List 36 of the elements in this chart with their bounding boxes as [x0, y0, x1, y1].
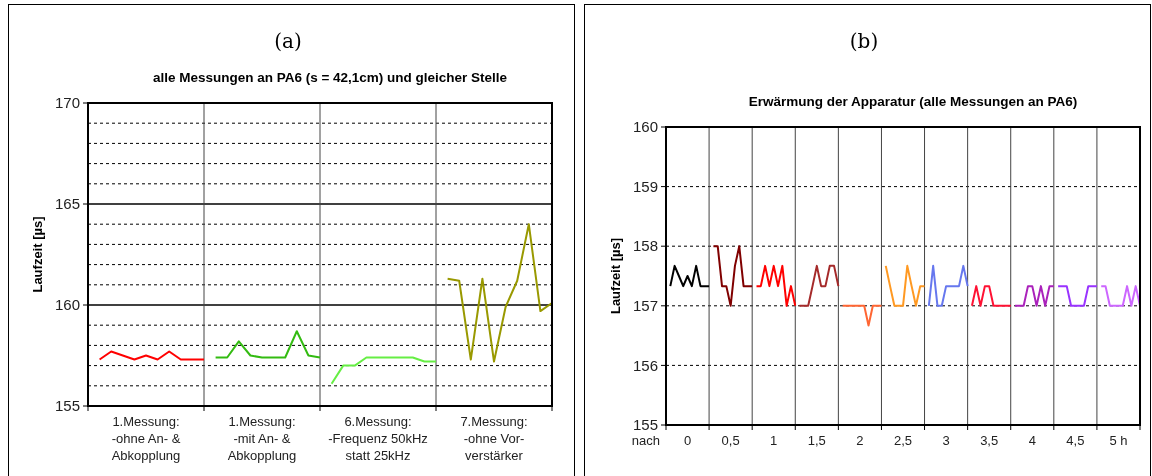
y-axis-title: Laufzeit [µs] — [608, 237, 623, 315]
y-tick-label: 170 — [54, 94, 80, 112]
x-tick-label: 4,5 — [1066, 433, 1085, 448]
text: (b) — [849, 29, 879, 53]
x-tick-label: 6.Messung: -Frequenz 50kHz statt 25kHz — [328, 414, 428, 463]
x-tick-label: 2 — [856, 433, 864, 448]
line-series — [712, 245, 754, 307]
line-series — [214, 330, 321, 359]
x-tick-label: 1,5 — [807, 433, 826, 448]
y-tick-label: 165 — [54, 195, 80, 213]
x-tick-label: 1.Messung: -mit An- & Abkopplung — [227, 414, 297, 463]
x-tick-label: 3,5 — [980, 433, 999, 448]
x-axis-title: nach — [631, 433, 660, 448]
y-tick-label: 155 — [54, 397, 80, 415]
y-tick-label: 157 — [632, 297, 658, 315]
y-tick-label: 160 — [54, 296, 80, 314]
x-tick-label: 1.Messung: -ohne An- & Abkopplung — [111, 414, 181, 463]
y-axis-title: Laufzeit [µs] — [30, 216, 45, 293]
y-tick-label: 158 — [632, 237, 658, 255]
x-tick-label: 4 — [1028, 433, 1036, 448]
x-tick-label: 0,5 — [721, 433, 740, 448]
text: (a) — [274, 29, 302, 53]
y-tick-label: 155 — [632, 416, 658, 434]
x-tick-label: 7.Messung: -ohne Vor- verstärker — [460, 414, 528, 463]
line-series — [446, 223, 553, 363]
x-tick-label: 3 — [942, 433, 950, 448]
y-tick-label: 159 — [632, 177, 658, 195]
x-tick-label: 2,5 — [893, 433, 913, 448]
x-tick-label: 0 — [683, 433, 692, 448]
x-tick-label: 5 h — [1109, 433, 1128, 448]
y-tick-label: 160 — [632, 118, 658, 136]
x-tick-label: 1 — [770, 433, 778, 448]
chart-title: Erwärmung der Apparatur (alle Messungen an PA6) — [748, 94, 1078, 109]
line-series — [330, 356, 437, 385]
y-tick-label: 156 — [632, 356, 658, 374]
chart-title: alle Messungen an PA6 (s = 42,1cm) und gleicher Stelle — [152, 70, 508, 85]
